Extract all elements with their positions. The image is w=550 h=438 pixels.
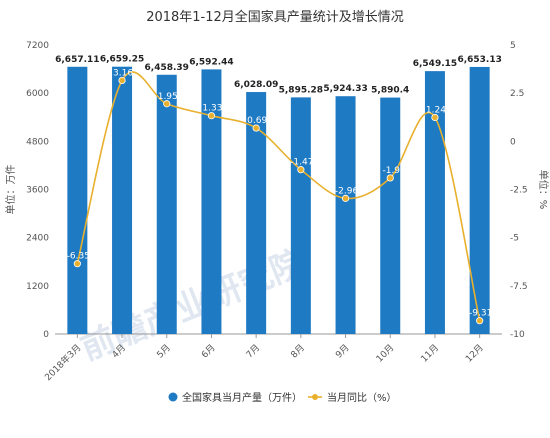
bar-value-label: 6,653.13 xyxy=(457,55,501,65)
legend-bar-label: 全国家具当月产量（万件） xyxy=(182,391,302,404)
y-left-tick-label: 1200 xyxy=(26,282,49,292)
bar xyxy=(246,92,267,335)
yoy-point xyxy=(163,100,171,108)
y-right-axis-title: 单位：% xyxy=(537,170,550,210)
yoy-value-label: -1.47 xyxy=(290,158,313,168)
bar xyxy=(201,69,222,334)
bar xyxy=(424,71,445,335)
yoy-point xyxy=(118,76,126,85)
bar-labels: 6,657.11 6,659.256,458.396,592.44 6,028.09… xyxy=(55,55,502,96)
y-right-tick-label: 0 xyxy=(510,137,516,147)
bar xyxy=(380,97,401,334)
y-right-tick-label: -5 xyxy=(510,234,519,244)
watermark: 前瞻产业研究院 xyxy=(75,242,311,368)
bar-value-label: 5,895.28 xyxy=(279,85,323,95)
x-tick-label: 8月 xyxy=(289,342,307,360)
x-tick-label: 6月 xyxy=(199,342,217,360)
y-left-tick-label: 0 xyxy=(43,330,49,340)
legend-bar-marker xyxy=(168,392,178,402)
yoy-point xyxy=(476,317,484,325)
y-left-tick-label: 2400 xyxy=(26,234,49,244)
legend-line-marker xyxy=(312,394,318,400)
yoy-point xyxy=(386,174,394,182)
y-right-tick-label: 5 xyxy=(510,41,516,51)
bar xyxy=(156,74,177,335)
bar-value-label: 6,458.39 xyxy=(145,63,189,73)
yoy-value-label: -9.31 xyxy=(469,309,492,319)
bar-value-label: 6,657.11 xyxy=(55,55,99,65)
bar xyxy=(290,97,311,334)
yoy-value-label: 1.33 xyxy=(202,104,222,114)
x-tick-label: 10月 xyxy=(374,342,396,364)
yoy-point xyxy=(252,124,260,132)
yoy-point xyxy=(207,112,216,120)
yoy-point xyxy=(341,194,350,202)
y-right-tick-label: 2.5 xyxy=(510,89,524,99)
y-left-tick-label: 7200 xyxy=(26,41,49,51)
y-left-tick-label: 3600 xyxy=(26,186,49,196)
yoy-value-label: -2.96 xyxy=(335,186,359,196)
legend-line-label: 当月同比（%） xyxy=(327,391,397,404)
x-tick-label: 9月 xyxy=(333,342,351,360)
bar xyxy=(67,66,88,334)
bar xyxy=(112,66,133,334)
bar xyxy=(469,66,490,335)
y-left-tick-label: 4800 xyxy=(26,137,49,147)
bar-value-label: 6,659.25 xyxy=(100,55,144,65)
bar-value-label: 6,549.15 xyxy=(413,59,457,69)
yoy-value-label: 1.24 xyxy=(426,105,446,115)
yoy-value-label: 3.16 xyxy=(113,68,133,78)
yoy-point xyxy=(431,113,439,122)
yoy-value-label: -6.35 xyxy=(67,252,90,262)
bar xyxy=(335,96,356,334)
y-right-tick-label: -2.5 xyxy=(510,186,528,196)
y-right-tick-label: -10 xyxy=(510,330,525,340)
x-tick-label: 11月 xyxy=(419,342,441,364)
yoy-point xyxy=(73,260,81,268)
yoy-point xyxy=(297,166,305,174)
bars xyxy=(67,66,490,335)
y-right-tick-label: -7.5 xyxy=(510,282,528,292)
yoy-line: -6.35 3.16 1.95 1.33 0.69 -1.47 -2.96 -1.9 1.24 -… xyxy=(67,68,492,325)
bar-value-label: 5,890.4 xyxy=(371,86,409,96)
legend: 全国家具当月产量（万件） 当月同比（%） xyxy=(168,391,397,404)
yoy-value-label: 0.69 xyxy=(247,116,267,126)
x-tick-label: 5月 xyxy=(155,342,173,360)
x-tick-label: 7月 xyxy=(244,342,262,360)
x-tick-label: 2018年3月 xyxy=(42,342,83,383)
yoy-value-label: 1.95 xyxy=(158,92,178,102)
bar-value-label: 5,924.33 xyxy=(323,84,367,94)
x-tick-label: 12月 xyxy=(464,342,486,364)
bar-value-label: 6,592.44 xyxy=(189,57,233,67)
y-left-tick-label: 6000 xyxy=(26,89,49,99)
chart-title: 2018年1-12月全国家具产量统计及增长情况 xyxy=(146,9,404,25)
bar-value-label: 6,028.09 xyxy=(234,80,278,90)
y-left-axis-title: 单位：万件 xyxy=(4,165,17,215)
yoy-value-label: -1.9 xyxy=(382,166,400,176)
